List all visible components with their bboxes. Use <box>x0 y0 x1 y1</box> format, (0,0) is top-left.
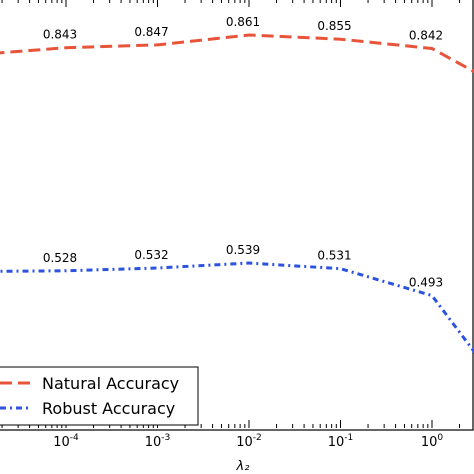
legend-label-natural-accuracy: Natural Accuracy <box>42 374 179 393</box>
data-label: 0.539 <box>226 243 260 257</box>
legend-label-robust-accuracy: Robust Accuracy <box>42 399 175 418</box>
data-label: 0.847 <box>134 25 168 39</box>
data-label: 0.861 <box>226 15 260 29</box>
data-label: 0.493 <box>409 276 443 290</box>
data-label: 0.843 <box>43 28 77 42</box>
plot-frame <box>0 0 474 431</box>
data-label: 0.531 <box>317 249 351 263</box>
x-tick-label: 10-3 <box>145 433 171 450</box>
series-layer <box>0 33 474 354</box>
x-axis-label: λ₂ <box>236 459 250 474</box>
data-labels: 0.843 0.847 0.861 0.855 0.842 0.528 0.532 0.539… <box>43 15 443 290</box>
legend-box <box>0 366 199 426</box>
data-label: 0.842 <box>409 28 443 42</box>
x-tick-label: 10-4 <box>53 433 79 450</box>
data-label: 0.528 <box>43 251 77 265</box>
x-tick-labels: 10-4 10-3 10-2 10-1 100 <box>53 433 443 450</box>
major-ticks <box>65 0 433 428</box>
minor-ticks <box>1 0 461 428</box>
series-line-robust-accuracy <box>0 261 474 354</box>
x-tick-label: 100 <box>421 433 444 450</box>
x-tick-label: 10-2 <box>236 433 262 450</box>
data-label: 0.855 <box>317 19 351 33</box>
legend: Natural Accuracy Robust Accuracy <box>0 366 199 426</box>
series-line-natural-accuracy <box>0 33 474 74</box>
x-tick-label: 10-1 <box>328 433 354 450</box>
data-label: 0.532 <box>134 248 168 262</box>
